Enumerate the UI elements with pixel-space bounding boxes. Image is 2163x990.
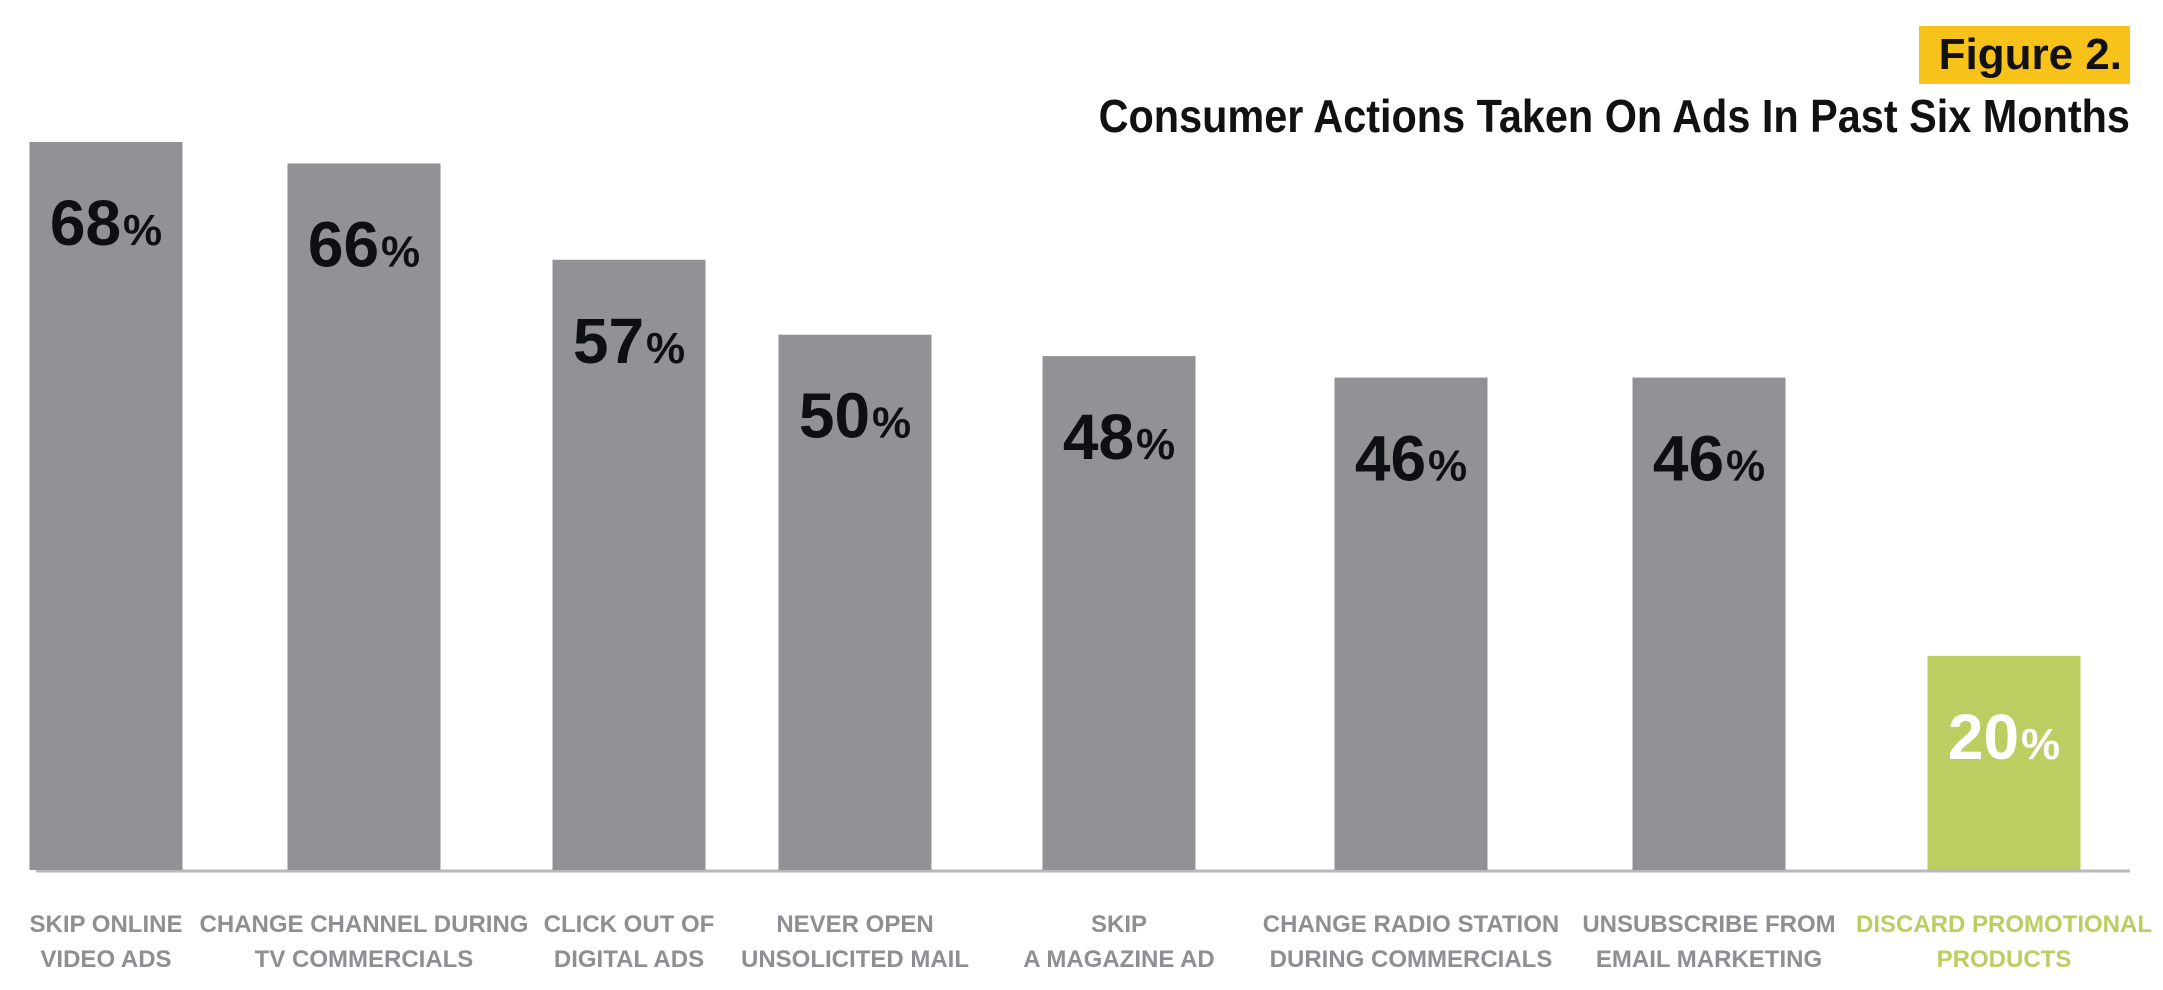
bar-8 <box>1927 655 2081 870</box>
bar-2 <box>287 163 441 871</box>
data-label-value: 48 <box>1063 401 1134 473</box>
data-label-6: 46% <box>1355 423 1467 495</box>
category-label-7-line-1: UNSUBSCRIBE FROM <box>1582 911 1835 938</box>
data-label-percent: % <box>872 399 911 448</box>
bar-3 <box>552 259 706 870</box>
data-label-percent: % <box>2021 720 2060 769</box>
data-label-percent: % <box>123 206 162 255</box>
data-label-value: 20 <box>1948 701 2019 773</box>
category-label-3-line-1: CLICK OUT OF <box>544 911 715 938</box>
data-label-value: 68 <box>50 187 121 259</box>
bar-1 <box>29 142 183 870</box>
data-label-percent: % <box>1136 420 1175 469</box>
data-label-percent: % <box>1726 442 1765 491</box>
data-label-8: 20% <box>1948 701 2060 773</box>
data-label-4: 50% <box>799 380 911 452</box>
data-label-value: 46 <box>1355 423 1426 495</box>
bar-7 <box>1632 377 1786 870</box>
category-label-6-line-1: CHANGE RADIO STATION <box>1263 911 1559 938</box>
data-label-percent: % <box>1428 442 1467 491</box>
data-label-value: 57 <box>573 305 644 377</box>
data-label-value: 66 <box>308 208 379 280</box>
figure-label: Figure 2. <box>1918 26 2130 84</box>
category-label-3-line-2: DIGITAL ADS <box>554 946 704 973</box>
bar-6 <box>1334 377 1488 870</box>
category-label-8-line-2: PRODUCTS <box>1937 946 2072 973</box>
data-label-value: 50 <box>799 380 870 452</box>
category-label-2-line-2: TV COMMERCIALS <box>255 946 474 973</box>
chart-title: Consumer Actions Taken On Ads In Past Si… <box>1098 90 2130 142</box>
data-label-7: 46% <box>1653 423 1765 495</box>
category-label-8-line-1: DISCARD PROMOTIONAL <box>1856 911 2152 938</box>
data-label-percent: % <box>646 324 685 373</box>
category-label-7-line-2: EMAIL MARKETING <box>1596 946 1822 973</box>
category-label-5-line-2: A MAGAZINE AD <box>1023 946 1215 973</box>
data-label-2: 66% <box>308 208 420 280</box>
category-label-1-line-1: SKIP ONLINE <box>30 911 183 938</box>
category-label-4-line-2: UNSOLICITED MAIL <box>741 946 969 973</box>
category-label-6-line-2: DURING COMMERCIALS <box>1270 946 1553 973</box>
category-label-1-line-2: VIDEO ADS <box>40 946 171 973</box>
bar-4 <box>778 334 932 870</box>
data-label-3: 57% <box>573 305 685 377</box>
data-label-value: 46 <box>1653 423 1724 495</box>
data-label-1: 68% <box>50 187 162 259</box>
category-label-2-line-1: CHANGE CHANNEL DURING <box>200 911 529 938</box>
data-label-5: 48% <box>1063 401 1175 473</box>
data-label-percent: % <box>381 227 420 276</box>
category-label-5-line-1: SKIP <box>1091 911 1147 938</box>
category-label-4-line-1: NEVER OPEN <box>776 911 933 938</box>
bar-5 <box>1042 356 1196 870</box>
